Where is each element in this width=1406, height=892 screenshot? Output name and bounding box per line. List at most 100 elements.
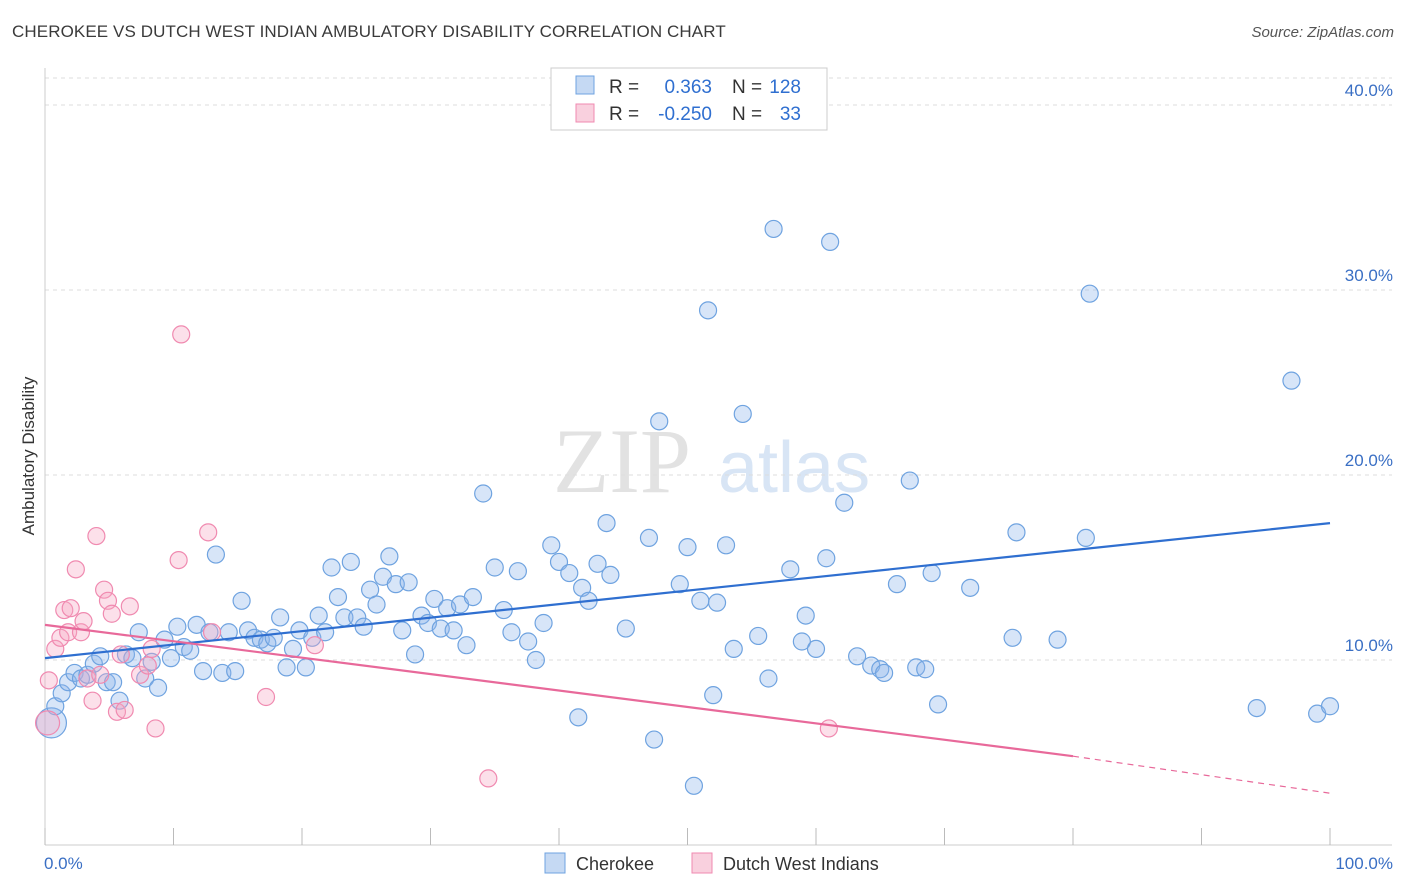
cherokee-point [444,621,463,640]
cherokee-point [900,471,919,490]
cherokee-point [380,547,399,566]
cherokee-point [733,404,752,424]
cherokee-point [52,684,71,703]
y-axis-title: Ambulatory Disability [19,376,38,535]
dutch-west-indians-point [120,597,139,616]
cherokee-point [704,686,723,705]
cherokee-point [542,536,561,555]
cherokee-point [399,573,418,592]
dutch-west-indians-point [169,550,188,570]
cherokee-point [232,591,251,610]
bottom-legend-swatch-cherokee [544,852,566,874]
cherokee-point [916,660,935,679]
chart-source: Source: ZipAtlas.com [1251,24,1394,41]
cherokee-point [110,691,129,710]
cherokee-point [534,613,553,633]
cherokee-point [678,538,697,557]
cherokee-point [1247,698,1266,718]
cherokee-point [781,560,800,579]
cherokee-point [1320,697,1340,716]
dutch-trend-line [44,623,1074,758]
cherokee-point [792,632,811,651]
series-cherokee-points [35,219,1340,795]
watermark-zip: ZIP [553,410,691,512]
dutch-west-indians-point [305,636,324,655]
axes [44,68,1392,846]
cherokee-point [764,219,783,239]
cherokee-point [97,673,116,692]
cherokee-point [1080,284,1099,303]
cherokee-point [193,661,213,681]
cherokee-point [328,587,348,607]
cherokee-point [526,650,545,670]
cherokee-point [425,589,444,609]
legend-n-label-dutch: N = [732,104,762,125]
cherokee-point [277,658,296,677]
cherokee-point [463,587,483,607]
x-tick-labels: 0.0% 100.0% [44,854,1393,873]
bottom-legend-label-dutch: Dutch West Indians [723,854,879,874]
x-tick-label: 100.0% [1335,854,1393,873]
cherokee-point [806,639,826,659]
cherokee-point [238,621,258,640]
cherokee-point [707,593,727,612]
dutch-west-indians-point [39,671,58,690]
bottom-legend-label-cherokee: Cherokee [576,854,654,874]
cherokee-point [393,621,412,640]
dutch-west-indians-point [83,691,102,710]
legend-n-value-cherokee: 128 [769,77,801,98]
cherokee-point [405,645,425,664]
y-tick-label: 20.0% [1345,451,1393,470]
cherokee-point [691,591,710,610]
cherokee-point [457,636,476,655]
y-tick-label: 40.0% [1345,81,1393,100]
cherokee-point [502,623,521,642]
cherokee-point [549,552,569,572]
dutch-west-indians-point [66,560,85,579]
dutch-west-indians-point [74,612,93,631]
legend-n-label-cherokee: N = [732,77,762,98]
cherokee-point [601,565,620,585]
cherokee-point [508,562,527,581]
cherokee-point [474,484,493,503]
cherokee-point [271,608,290,627]
cherokee-point [670,575,689,594]
cherokee-point [848,647,867,666]
cherokee-point [1048,630,1067,649]
cherokee-point [296,658,315,677]
cherokee-point [724,639,743,659]
legend-r-label-cherokee: R = [609,77,639,98]
cherokee-point [698,301,718,320]
dutch-west-indians-point [479,769,498,788]
cherokee-point [341,552,360,572]
dutch-west-indians-point [199,523,218,542]
cherokee-point [650,412,669,431]
cherokee-point [875,663,894,683]
cherokee-point [922,563,941,583]
dutch-west-indians-point [55,600,74,620]
watermark: ZIP atlas [553,410,870,512]
dutch-trend-line-extension [1072,755,1331,794]
trend-lines [44,522,1331,794]
cherokee-point [817,549,836,568]
series-dutch-west-indians-points [34,325,838,788]
legend-r-label-dutch: R = [609,104,639,125]
cherokee-point [821,232,840,251]
cherokee-point [485,558,504,577]
cherokee-point [148,678,168,697]
cherokee-point [168,617,187,636]
dutch-west-indians-point [91,665,110,684]
cherokee-point [644,730,664,749]
cherokee-point [887,575,907,594]
cherokee-point [519,632,538,651]
cherokee-point [796,606,815,625]
dutch-west-indians-point [87,526,106,546]
x-tick-label: 0.0% [44,854,83,873]
cherokee-point [928,695,948,714]
cherokee-point [684,776,704,795]
cherokee-point [560,563,579,583]
dutch-west-indians-point [115,700,134,720]
cherokee-point [588,554,607,573]
y-tick-label: 10.0% [1345,636,1393,655]
cherokee-point [1003,628,1022,647]
